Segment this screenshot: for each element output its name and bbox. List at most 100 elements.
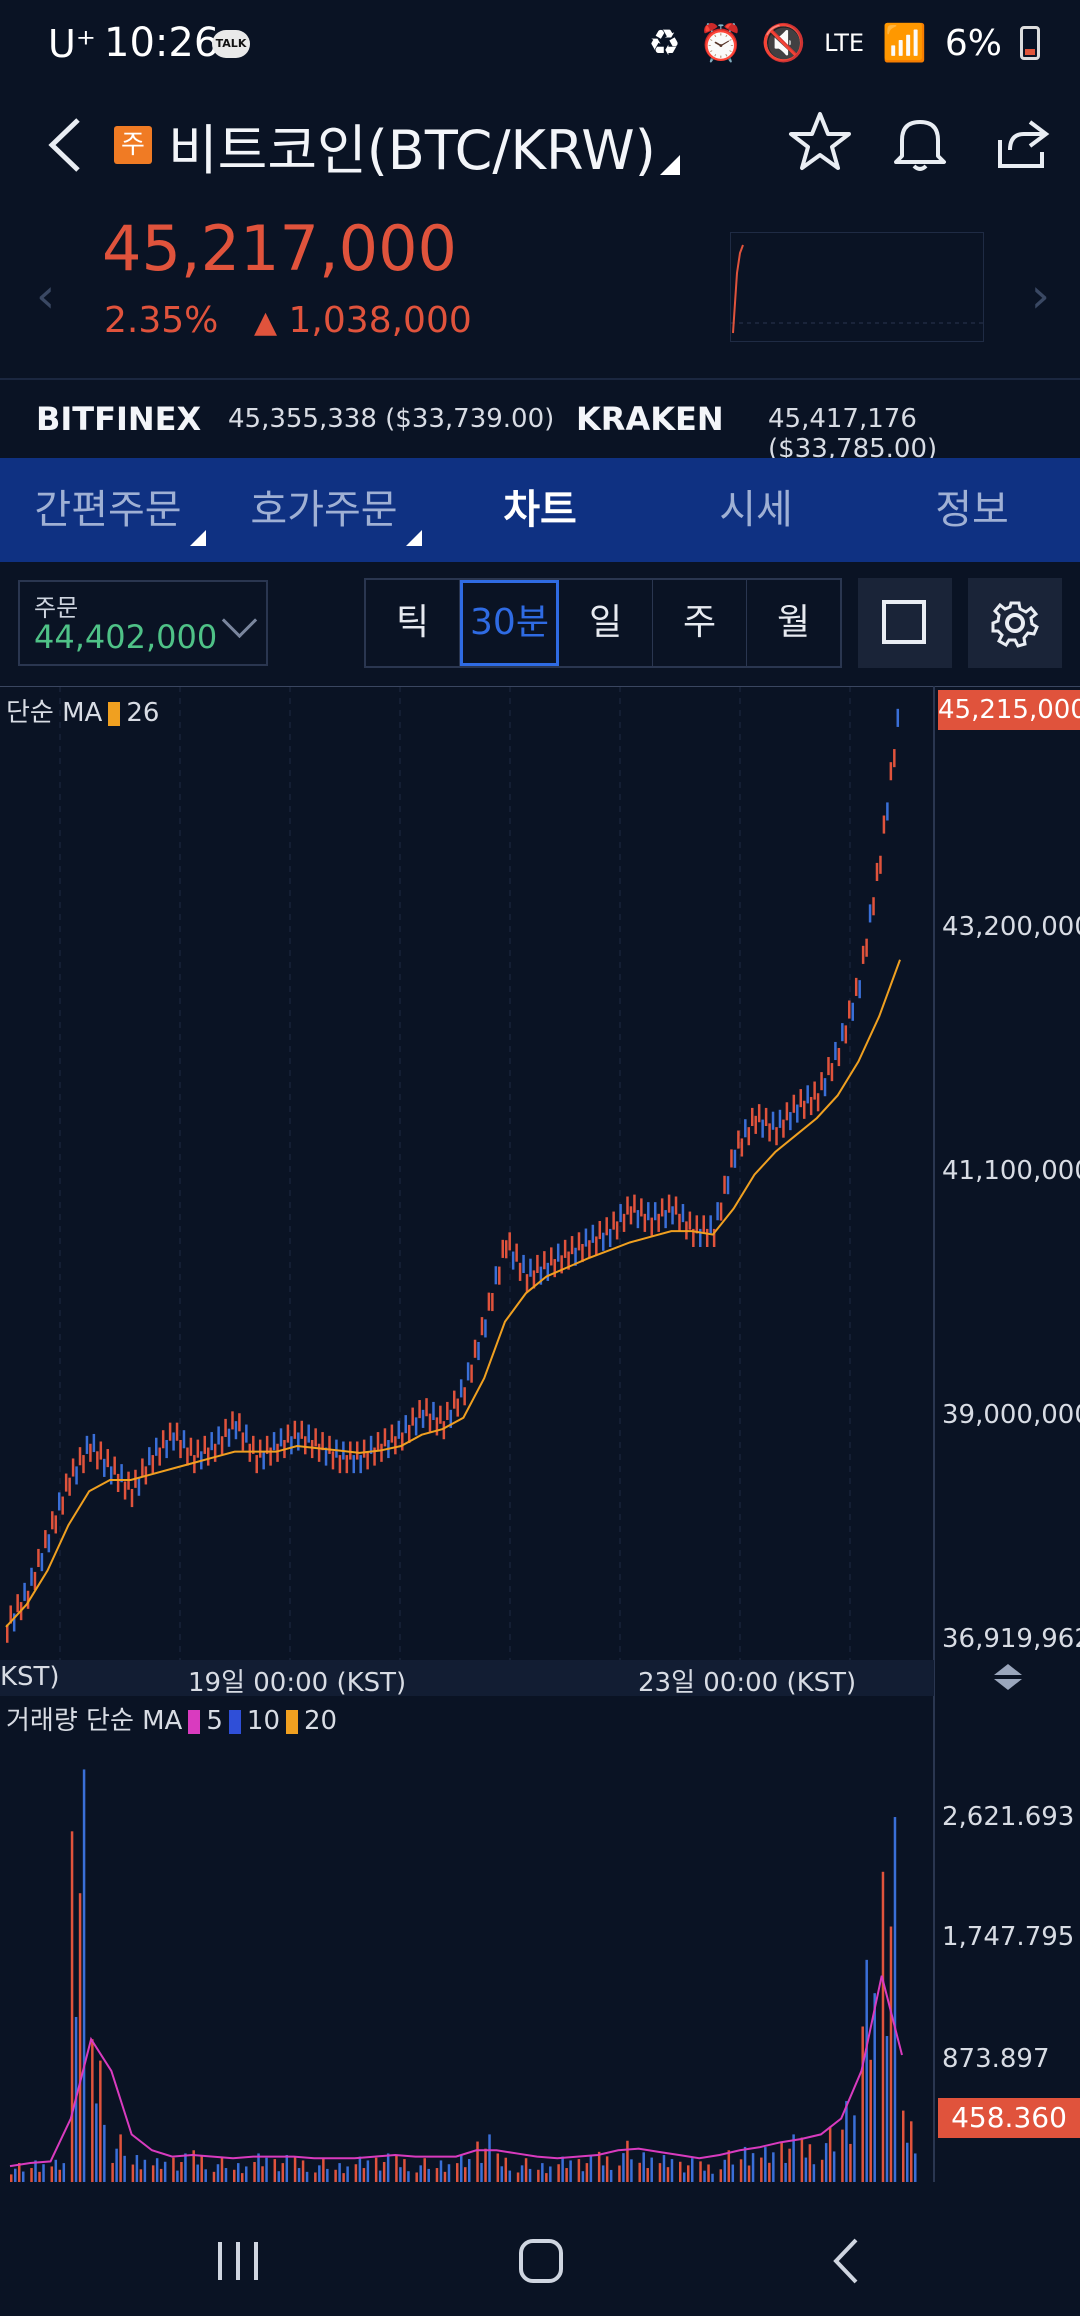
volume-bar xyxy=(788,2148,791,2182)
interval-month[interactable]: 월 xyxy=(776,602,811,643)
page-title[interactable]: 비트코인(BTC/KRW) xyxy=(168,119,656,182)
settings-button[interactable] xyxy=(968,578,1062,668)
volume-bar xyxy=(220,2156,224,2182)
menu-corner-icon xyxy=(190,530,206,546)
candle xyxy=(854,977,858,996)
volume-bar xyxy=(200,2155,203,2182)
candle xyxy=(473,1339,477,1358)
candle xyxy=(446,1401,449,1421)
candle xyxy=(155,1437,158,1456)
candle xyxy=(297,1432,300,1451)
back-icon[interactable] xyxy=(36,112,96,178)
volume-bar xyxy=(273,2159,277,2182)
volume-bar xyxy=(378,2170,382,2182)
interval-day[interactable]: 일 xyxy=(559,580,653,666)
volume-bar xyxy=(565,2168,568,2182)
candle xyxy=(304,1436,307,1455)
candle xyxy=(865,938,868,957)
volume-bar xyxy=(480,2162,483,2182)
candle xyxy=(709,1215,712,1234)
volume-bar xyxy=(10,2174,13,2182)
resize-handle-icon[interactable] xyxy=(990,1662,1026,1692)
next-coin-icon[interactable]: › xyxy=(1030,268,1050,324)
volume-bar xyxy=(549,2166,552,2182)
volume-bar xyxy=(808,2144,812,2182)
candle xyxy=(262,1451,265,1470)
volume-current-tag: 458.360 xyxy=(938,2098,1080,2138)
tab-orderbook[interactable]: 호가주문 xyxy=(216,458,432,562)
candle xyxy=(165,1439,168,1459)
volume-bar xyxy=(253,2162,256,2182)
price-chart[interactable] xyxy=(0,686,1080,2182)
interval-tick[interactable]: 틱 xyxy=(366,580,460,666)
candle xyxy=(6,1624,9,1643)
title-dropdown-icon[interactable] xyxy=(660,155,680,175)
prev-coin-icon[interactable]: ‹ xyxy=(36,268,56,324)
candle xyxy=(563,1239,567,1258)
candle xyxy=(161,1430,165,1449)
interval-30min[interactable]: 30분 xyxy=(460,580,559,666)
candle xyxy=(37,1548,40,1568)
volume-bar xyxy=(804,2157,808,2182)
status-bar: U⁺ 10:26 TALK ♻ ⏰ 🔇 LTE 📶 6% xyxy=(0,0,1080,90)
share-icon[interactable] xyxy=(990,110,1054,174)
home-icon[interactable] xyxy=(516,2236,566,2286)
candle xyxy=(612,1211,615,1230)
candle xyxy=(206,1447,210,1466)
bell-icon[interactable] xyxy=(888,110,952,174)
tab-chart[interactable]: 차트 xyxy=(432,458,648,562)
candle xyxy=(265,1435,269,1454)
volume-bar xyxy=(439,2160,443,2182)
candle xyxy=(390,1424,394,1443)
volume-bar xyxy=(281,2163,285,2182)
order-dropdown[interactable]: 주문 44,402,000 xyxy=(18,580,268,666)
candle xyxy=(64,1473,68,1492)
volume-bar xyxy=(902,2110,905,2182)
candle xyxy=(757,1104,761,1123)
candle xyxy=(189,1437,193,1456)
volume-bar xyxy=(419,2165,422,2182)
candle xyxy=(47,1534,51,1553)
candle-series xyxy=(6,708,900,1643)
candle xyxy=(602,1232,605,1251)
tab-market[interactable]: 시세 xyxy=(648,458,864,562)
candle xyxy=(626,1196,629,1215)
candle xyxy=(889,762,893,781)
volume-bar xyxy=(91,2039,94,2182)
candle xyxy=(439,1405,442,1424)
volume-bar xyxy=(849,2143,852,2182)
candle xyxy=(290,1436,293,1455)
legend-swatch xyxy=(108,701,121,726)
interval-week[interactable]: 주 xyxy=(653,580,747,666)
recent-apps-icon[interactable] xyxy=(214,2238,264,2284)
volume-bar xyxy=(386,2153,390,2182)
ma-period: 10 xyxy=(246,1706,280,1736)
volume-bar xyxy=(666,2167,670,2182)
volume-bar xyxy=(889,1926,893,2182)
candle xyxy=(141,1458,144,1477)
volume-bar xyxy=(577,2159,581,2182)
volume-bar xyxy=(196,2164,199,2182)
candle xyxy=(636,1210,640,1229)
volume-bar xyxy=(557,2164,560,2182)
candle xyxy=(851,1002,854,1021)
volume-bar xyxy=(670,2159,674,2182)
volume-bar xyxy=(354,2164,358,2182)
y-tick: 36,919,962 xyxy=(942,1624,1080,1654)
volume-bar xyxy=(257,2153,260,2182)
candle xyxy=(723,1175,726,1194)
candle xyxy=(442,1421,446,1440)
fullscreen-button[interactable] xyxy=(858,578,952,668)
tab-simple-order[interactable]: 간편주문 xyxy=(0,458,216,562)
ma-period: 26 xyxy=(126,698,160,728)
back-nav-icon[interactable] xyxy=(826,2236,866,2286)
volume-bar xyxy=(618,2165,621,2182)
candle xyxy=(321,1432,324,1451)
candle xyxy=(16,1594,19,1613)
volume-bar xyxy=(159,2168,163,2182)
candle xyxy=(785,1102,789,1121)
tab-info[interactable]: 정보 xyxy=(864,458,1080,562)
volume-bar xyxy=(760,2157,763,2182)
candle xyxy=(456,1398,459,1417)
star-icon[interactable] xyxy=(788,110,852,174)
